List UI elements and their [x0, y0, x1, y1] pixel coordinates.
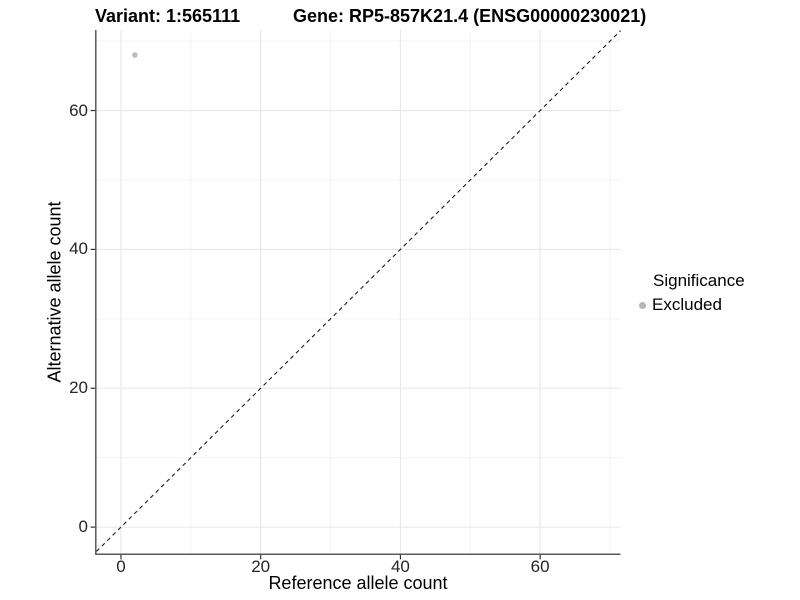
legend-item-excluded: Excluded [639, 295, 745, 315]
data-point [132, 52, 138, 58]
legend-title: Significance [653, 271, 745, 290]
identity-reference-line [96, 30, 621, 552]
plot-title-gene: Gene: RP5-857K21.4 (ENSG00000230021) [293, 6, 647, 26]
x-axis-title: Reference allele count [268, 573, 448, 593]
y-tick-label: 0 [78, 517, 88, 537]
x-tick-label: 20 [251, 557, 271, 576]
x-tick-label: 60 [530, 557, 550, 576]
y-axis-title: Alternative allele count [44, 201, 65, 383]
legend-item-label: Excluded [652, 295, 722, 314]
axis-lines [95, 30, 621, 555]
plot-title-variant: Variant: 1:565111 [95, 6, 241, 26]
legend: Significance Excluded [639, 271, 745, 315]
y-tick-label: 60 [69, 100, 88, 120]
excluded-point-icon [639, 301, 646, 309]
x-tick-label: 0 [116, 557, 126, 576]
x-tick-label: 40 [390, 557, 410, 576]
y-tick-label: 20 [69, 378, 88, 398]
y-tick-label: 40 [69, 239, 88, 259]
